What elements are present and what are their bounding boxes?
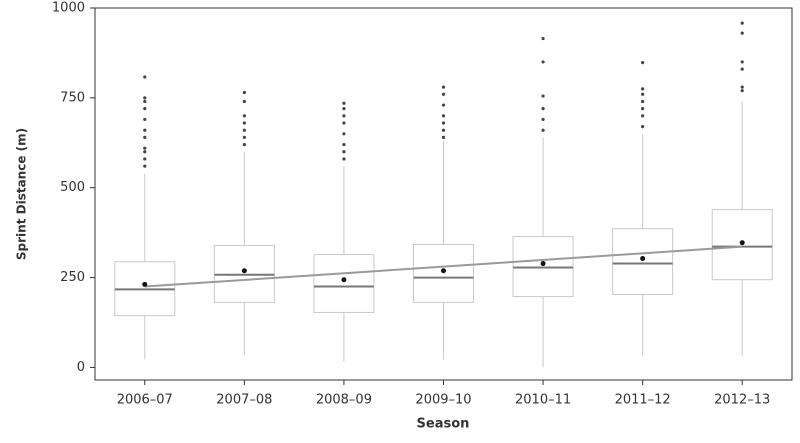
outlier	[143, 146, 147, 150]
outlier	[541, 128, 545, 132]
y-tick-label: 0	[77, 360, 85, 375]
x-tick-label: 2011–12	[615, 393, 671, 408]
mean	[441, 268, 446, 274]
mean	[142, 281, 148, 287]
outlier	[342, 101, 346, 105]
box	[313, 254, 375, 313]
y-tick-label: 250	[60, 270, 85, 285]
x-tick-label: 2008–09	[316, 393, 372, 408]
outlier	[342, 121, 346, 125]
mean	[241, 268, 247, 274]
x-tick-label: 2010–11	[515, 393, 571, 408]
outlier	[143, 135, 147, 139]
outlier	[342, 142, 346, 147]
outlier	[342, 107, 346, 111]
outlier	[541, 94, 545, 98]
outlier	[342, 157, 346, 161]
outlier	[641, 114, 645, 118]
outlier	[441, 121, 446, 125]
outlier	[541, 107, 545, 111]
outlier	[342, 150, 346, 154]
outlier	[143, 150, 147, 154]
box	[612, 228, 674, 295]
x-axis-label: Season	[417, 417, 470, 432]
outlier	[143, 75, 147, 79]
outlier	[541, 60, 545, 64]
outlier	[541, 117, 545, 122]
outlier	[342, 114, 346, 118]
outlier	[441, 103, 446, 107]
trend-line	[144, 245, 743, 288]
outlier	[641, 87, 645, 91]
outlier	[242, 142, 246, 147]
y-tick-label: 750	[60, 90, 85, 105]
mean	[540, 261, 546, 267]
outlier	[143, 107, 147, 111]
mean	[739, 240, 745, 246]
outlier	[641, 107, 645, 111]
outlier	[441, 85, 446, 89]
outlier	[740, 85, 744, 89]
outlier	[441, 128, 446, 132]
box	[413, 243, 474, 303]
outlier	[143, 99, 147, 104]
outlier	[641, 92, 645, 96]
outlier	[740, 21, 744, 25]
outlier	[242, 121, 246, 125]
x-tick-label: 2009–10	[415, 393, 471, 408]
outlier	[441, 92, 446, 96]
outlier	[441, 114, 446, 118]
outlier	[641, 125, 645, 129]
outlier	[342, 132, 346, 136]
outlier	[641, 61, 645, 65]
outlier	[541, 36, 545, 41]
outlier	[143, 96, 147, 100]
outlier	[740, 31, 744, 35]
outlier	[740, 67, 744, 71]
outlier	[242, 128, 246, 132]
outlier	[242, 114, 246, 118]
outlier	[143, 128, 147, 132]
mean	[341, 277, 347, 283]
outlier	[143, 117, 147, 122]
outlier	[242, 90, 246, 95]
outlier	[740, 60, 744, 64]
outlier	[242, 135, 246, 139]
x-tick-label: 2007–08	[216, 393, 272, 408]
y-tick-label: 500	[60, 180, 85, 195]
x-tick-label: 2012–13	[714, 393, 770, 408]
mean	[640, 256, 646, 262]
outlier	[641, 99, 645, 104]
outlier	[143, 157, 147, 161]
y-axis-label: Sprint Distance (m)	[15, 128, 29, 260]
outlier	[143, 164, 147, 168]
outlier	[441, 135, 446, 139]
x-tick-label: 2006–07	[117, 393, 173, 408]
outlier	[740, 89, 744, 93]
outlier	[242, 99, 246, 104]
y-tick-label: 1000	[52, 1, 85, 16]
